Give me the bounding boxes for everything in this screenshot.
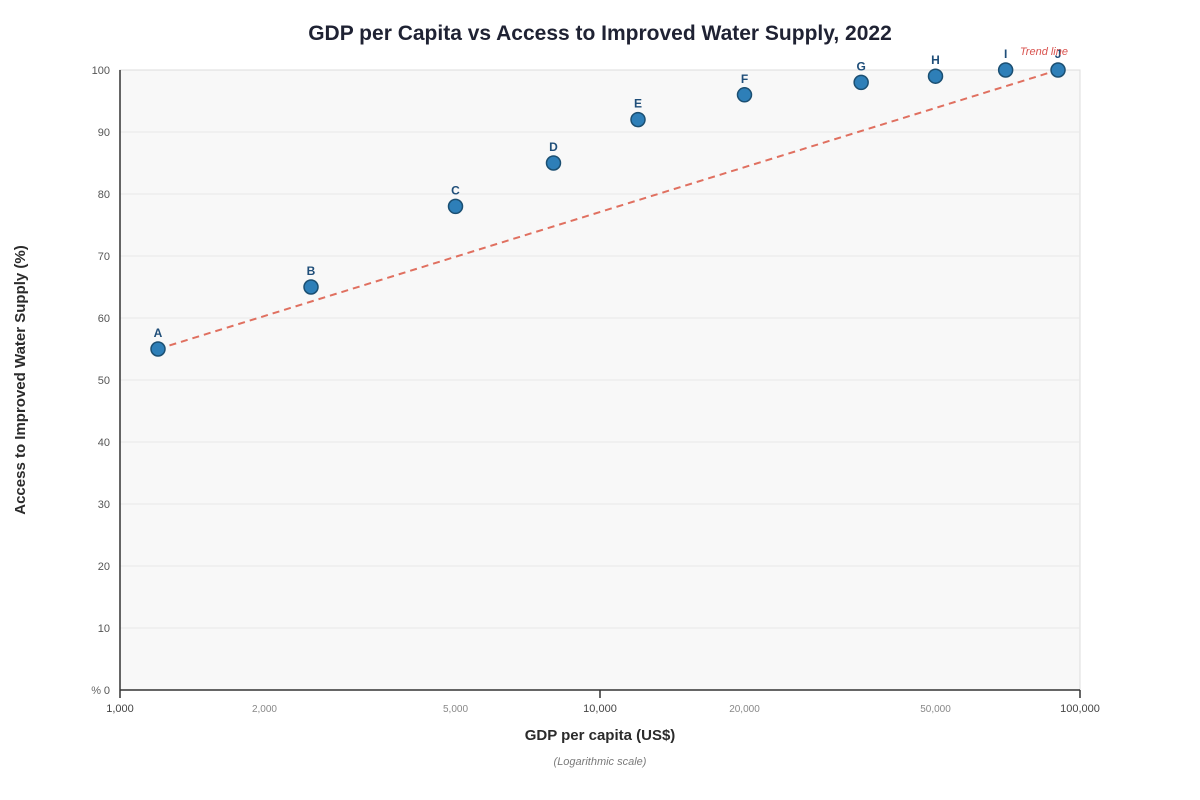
data-point-label: D [549,140,558,154]
data-point-b [303,279,319,295]
data-point-a [150,341,166,357]
y-tick-label: 70 [98,251,110,263]
data-point-h [927,68,944,84]
data-point-label: A [154,326,163,340]
y-tick-label: 0 [104,685,110,697]
y-axis-unit: % [91,685,101,697]
x-tick-label: 1,000 [106,703,134,715]
x-tick-label: 100,000 [1060,703,1100,715]
data-point-e [630,111,646,128]
trend-line [157,69,1059,350]
data-point-label: G [856,59,865,73]
y-tick-label: 90 [98,127,110,139]
data-point-g [853,74,869,91]
data-point-label: J [1055,47,1062,61]
y-tick-label: 20 [98,561,110,573]
data-point-f [736,87,753,103]
y-tick-label: 40 [98,437,110,449]
data-point-c [447,198,464,215]
y-tick-label: 50 [98,375,110,387]
data-points: A B C D E F G H I J [150,47,1066,357]
y-tick-label: 10 [98,623,110,635]
data-point-label: E [634,97,642,111]
chart-title: GDP per Capita vs Access to Improved Wat… [308,22,892,45]
y-tick-label: 30 [98,499,110,511]
data-point-label: I [1004,47,1007,61]
data-point-i [997,62,1014,78]
data-point-label: B [307,264,316,278]
x-tick-label: 5,000 [443,704,468,715]
data-point-d [545,155,562,171]
y-ticks: 0 10 20 30 40 50 60 70 80 90 100 [92,65,110,697]
data-point-label: F [741,72,748,86]
y-tick-label: 60 [98,313,110,325]
x-ticks: 1,000 2,000 5,000 10,000 20,000 50,000 100,000 [106,690,1100,715]
data-point-label: C [451,183,460,197]
grid-lines [120,131,1080,629]
x-tick-label: 20,000 [729,704,760,715]
x-axis-scale-note: (Logarithmic scale) [554,756,647,768]
trend-line-label: Trend line [1020,46,1068,58]
data-point-j [1050,62,1066,78]
y-tick-label: 100 [92,65,110,77]
data-point-label: H [931,53,940,67]
y-tick-label: 80 [98,189,110,201]
x-tick-label: 10,000 [583,703,617,715]
x-axis-label: GDP per capita (US$) [525,727,676,744]
x-tick-label: 2,000 [252,704,277,715]
trend-layer [157,69,1059,350]
x-tick-label: 50,000 [920,704,951,715]
y-axis-label: Access to Improved Water Supply (%) [12,245,29,515]
